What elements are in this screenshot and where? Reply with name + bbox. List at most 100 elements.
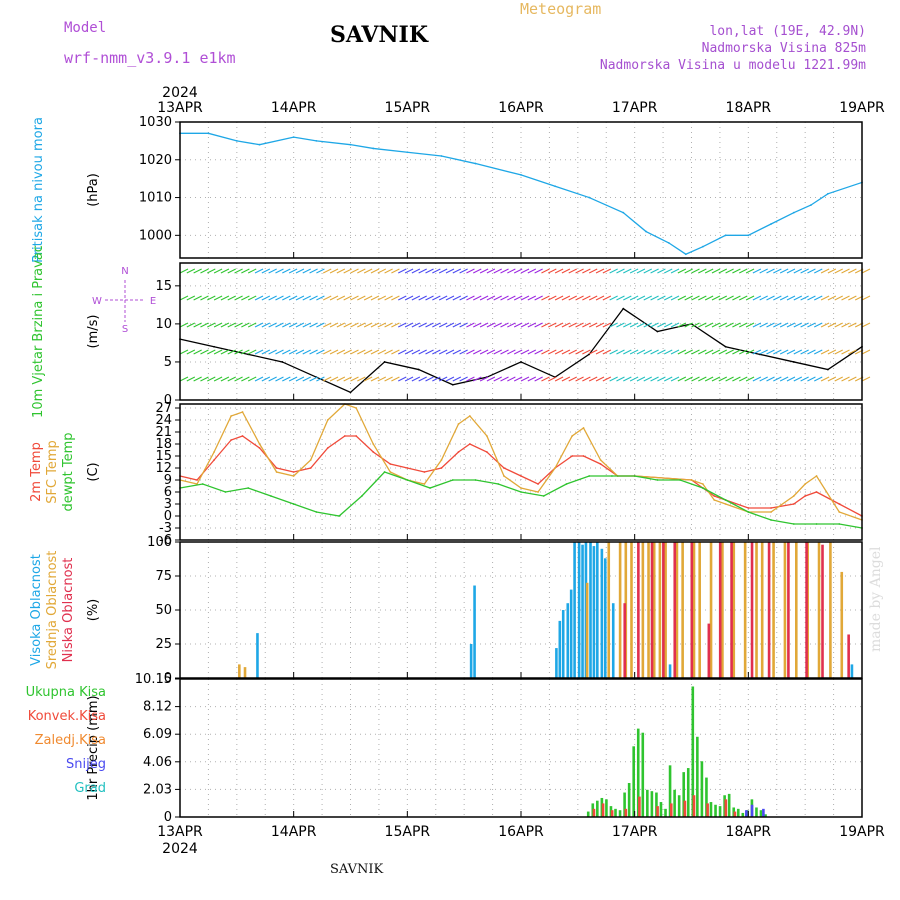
wind-barb xyxy=(657,268,666,274)
wind-barb xyxy=(261,268,271,274)
y-axis-label: (%) xyxy=(86,599,101,622)
y-axis-label: (C) xyxy=(86,462,101,481)
wind-barb xyxy=(500,268,509,274)
data-point xyxy=(451,383,454,386)
wind-barb xyxy=(254,322,264,328)
wind-barb xyxy=(534,376,543,382)
wind-barb xyxy=(602,376,612,382)
wind-barb xyxy=(800,295,809,301)
wind-barb xyxy=(234,295,243,301)
data-point xyxy=(241,411,244,413)
bar-rain_total xyxy=(627,783,631,817)
data-point xyxy=(520,487,522,489)
wind-barb xyxy=(834,322,843,328)
bar-cloud_mid xyxy=(743,542,747,678)
wind-barb xyxy=(548,322,557,328)
wind-barb xyxy=(241,268,250,274)
wind-barb xyxy=(527,376,537,382)
wind-barb xyxy=(657,349,666,355)
wind-barb xyxy=(834,268,843,274)
wind-barb xyxy=(827,322,837,328)
wind-barb xyxy=(288,322,298,328)
altitude: Nadmorska Visina 825m xyxy=(701,41,866,56)
wind-barb xyxy=(548,349,557,355)
wind-barb xyxy=(793,349,803,355)
wind-barb xyxy=(193,376,202,382)
data-point xyxy=(417,368,420,371)
precip-legend-item: Grad xyxy=(74,781,106,796)
wind-barb xyxy=(534,295,543,301)
data-point xyxy=(792,523,795,525)
bar-cloud_high xyxy=(592,546,596,678)
top-date-label: 13APR xyxy=(157,100,203,116)
wind-barb xyxy=(493,295,502,301)
wind-barb xyxy=(418,376,427,382)
wind-barb xyxy=(582,376,591,382)
wind-barb xyxy=(541,322,550,328)
data-point xyxy=(451,479,454,481)
wind-barb xyxy=(629,295,639,301)
data-point xyxy=(724,234,727,237)
y-tick-label: 6 xyxy=(164,485,172,500)
wind-barb xyxy=(752,376,762,382)
wind-barb xyxy=(820,349,830,355)
wind-barb xyxy=(322,349,332,355)
y-tick-label: -3 xyxy=(159,521,172,536)
data-point xyxy=(582,427,585,429)
wind-barb xyxy=(636,349,646,355)
wind-barb xyxy=(507,349,516,355)
wind-barb xyxy=(227,376,236,382)
wind-barb xyxy=(479,268,489,274)
data-point xyxy=(747,511,750,513)
bar-rain_conv xyxy=(638,796,641,817)
wind-barb xyxy=(759,376,768,382)
bar-rain_total xyxy=(641,732,645,817)
data-point xyxy=(804,495,807,497)
wind-barb xyxy=(179,376,189,382)
bar-cloud_mid xyxy=(630,542,633,678)
bar-cloud_low xyxy=(787,542,790,678)
wind-barb xyxy=(350,376,359,382)
wind-barb xyxy=(595,322,605,328)
wind-barb xyxy=(295,349,305,355)
data-point xyxy=(440,467,443,469)
data-point xyxy=(406,479,409,481)
bar-rain_conv xyxy=(592,808,596,817)
bar-rain_total xyxy=(759,810,763,817)
wind-barb xyxy=(609,322,618,328)
wind-barb xyxy=(459,268,468,274)
wind-barb xyxy=(766,295,775,301)
wind-barb xyxy=(302,322,311,328)
wind-barb xyxy=(602,349,612,355)
bar-rain_total xyxy=(755,807,758,817)
data-point xyxy=(838,523,841,525)
wind-barb xyxy=(336,376,346,382)
wind-barb xyxy=(718,376,728,382)
bar-rain_total xyxy=(714,804,717,817)
bar-cloud_high xyxy=(668,664,672,678)
y-tick-label: 8.12 xyxy=(143,700,172,715)
wind-barb xyxy=(575,322,584,328)
wind-barb xyxy=(302,376,311,382)
wind-barb xyxy=(766,322,775,328)
wind-barb xyxy=(568,268,577,274)
precip-legend-item: Konvek.Kisa xyxy=(28,709,106,724)
wind-barb xyxy=(616,268,625,274)
wind-barb xyxy=(309,322,318,328)
y-axis-label: (hPa) xyxy=(86,173,101,207)
wind-barb xyxy=(663,322,673,328)
data-point xyxy=(372,451,375,453)
wind-barb xyxy=(554,268,564,274)
data-point xyxy=(360,495,363,497)
wind-barb xyxy=(459,322,468,328)
wind-barb xyxy=(800,268,809,274)
wind-barb xyxy=(438,349,448,355)
top-date-label: 19APR xyxy=(839,100,885,116)
data-point xyxy=(230,439,233,441)
wind-barb xyxy=(363,349,373,355)
bar-cloud_mid xyxy=(698,542,701,678)
wind-barb xyxy=(200,295,209,301)
data-point xyxy=(201,483,204,485)
wind-barb xyxy=(793,295,803,301)
data-point xyxy=(309,467,312,469)
